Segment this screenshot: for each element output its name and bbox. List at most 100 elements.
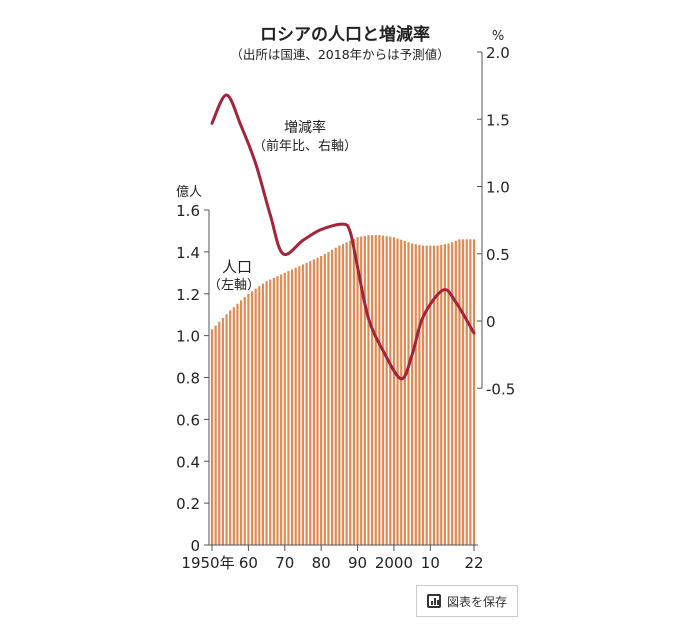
population-bar-1950 <box>210 329 214 545</box>
chart-icon <box>426 594 441 608</box>
population-bar-2010 <box>429 245 432 545</box>
population-bar-2000 <box>392 237 396 545</box>
right-tick-label: 1.5 <box>486 111 510 129</box>
population-bar-1970 <box>283 272 286 545</box>
population-bar-2005 <box>411 243 414 545</box>
population-bar-1995 <box>374 235 377 545</box>
population-bar-1996 <box>378 235 381 545</box>
population-bar-1998 <box>385 236 388 545</box>
population-note: （左軸） <box>208 278 260 293</box>
right-tick-label: 0.5 <box>486 246 510 264</box>
x-tick-label: 70 <box>275 554 294 572</box>
population-bar-1989 <box>352 238 356 546</box>
population-bar-1993 <box>367 235 370 545</box>
population-bar-1975 <box>301 264 305 545</box>
population-bar-2020 <box>465 239 468 545</box>
right-tick-label: 0 <box>486 313 496 331</box>
left-tick-label: 1.6 <box>176 202 200 220</box>
x-tick-label: 22 <box>464 554 483 572</box>
growth-label: 増減率 <box>284 119 326 136</box>
population-bar-2017 <box>454 240 457 546</box>
population-label: 人口 <box>222 258 252 276</box>
left-tick-label: 1.4 <box>176 244 200 262</box>
population-bar-2009 <box>425 245 428 545</box>
population-bar-2004 <box>407 242 410 545</box>
right-tick-label: 1.0 <box>486 179 510 197</box>
population-bar-1971 <box>287 271 290 545</box>
population-bar-1991 <box>360 236 363 546</box>
population-bar-1999 <box>389 236 392 545</box>
left-tick-label: 0.2 <box>176 495 200 513</box>
population-bar-1959 <box>243 297 246 545</box>
population-bar-1958 <box>240 300 243 545</box>
population-bar-1954 <box>225 314 228 545</box>
save-label: 図表を保存 <box>446 594 507 609</box>
population-bar-2018 <box>458 239 461 545</box>
population-bar-1986 <box>341 243 345 545</box>
population-bar-1968 <box>276 276 279 545</box>
population-bar-2015 <box>447 243 450 545</box>
population-bar-1982 <box>327 251 330 545</box>
population-bar-2001 <box>396 238 399 545</box>
population-bar-1956 <box>232 307 235 545</box>
left-tick-label: 0.4 <box>176 453 200 471</box>
population-bar-1963 <box>258 286 261 545</box>
population-bar-1992 <box>363 235 366 545</box>
population-bar-2007 <box>418 244 421 546</box>
population-bar-1990 <box>356 237 359 545</box>
population-bar-1962 <box>254 288 257 545</box>
left-tick-label: 0.8 <box>176 370 200 388</box>
population-bar-1984 <box>334 247 337 545</box>
population-bar-2006 <box>414 244 417 545</box>
population-bar-1978 <box>312 259 315 545</box>
population-bar-1972 <box>290 269 294 545</box>
population-bar-2012 <box>436 245 439 545</box>
x-tick-label: 2000 <box>375 554 413 572</box>
population-bar-1983 <box>330 249 334 545</box>
population-bar-2014 <box>443 244 446 545</box>
population-bar-2013 <box>440 244 443 546</box>
left-tick-label: 0.6 <box>176 411 200 429</box>
population-bar-1979 <box>316 257 319 545</box>
population-bar-1960 <box>247 293 250 545</box>
population-bar-2003 <box>403 240 406 546</box>
population-bar-1953 <box>221 318 225 545</box>
population-bar-2011 <box>432 245 436 545</box>
x-tick-label: 1950年 <box>181 554 234 572</box>
save-chart-button[interactable]: 図表を保存 <box>416 585 518 617</box>
population-bar-2022 <box>472 239 476 545</box>
x-tick-label: 80 <box>312 554 331 572</box>
right-axis-unit: % <box>492 29 504 44</box>
population-bar-2016 <box>451 242 454 545</box>
population-bar-1952 <box>218 321 221 545</box>
population-bar-1951 <box>214 325 217 545</box>
population-bar-1955 <box>229 310 232 545</box>
growth-rate-line <box>210 93 476 381</box>
right-tick-label: 2.0 <box>486 44 510 62</box>
population-bar-1981 <box>323 253 326 545</box>
population-bar-2021 <box>469 239 472 545</box>
x-tick-label: 90 <box>348 554 367 572</box>
population-bar-1973 <box>294 267 297 545</box>
chart-subtitle: （出所は国連、2018年からは予測値） <box>230 47 449 62</box>
population-bar-1964 <box>261 283 265 545</box>
population-bar-1967 <box>272 277 275 545</box>
x-tick-label: 60 <box>239 554 258 572</box>
population-bar-2008 <box>421 245 425 545</box>
population-bar-1994 <box>371 235 374 545</box>
population-bar-1987 <box>345 242 348 545</box>
population-bar-1985 <box>338 245 341 545</box>
left-tick-label: 1.2 <box>176 286 200 304</box>
population-bar-1997 <box>381 235 385 545</box>
left-axis-unit: 億人 <box>176 184 202 200</box>
population-bar-1966 <box>269 279 272 545</box>
population-bar-1974 <box>298 266 301 545</box>
population-bar-1976 <box>305 262 308 545</box>
population-bar-2019 <box>461 239 465 545</box>
growth-note: （前年比、右軸） <box>253 138 357 154</box>
population-bar-1980 <box>320 256 323 545</box>
left-tick-label: 1.0 <box>176 328 200 346</box>
population-bar-1957 <box>236 303 239 545</box>
